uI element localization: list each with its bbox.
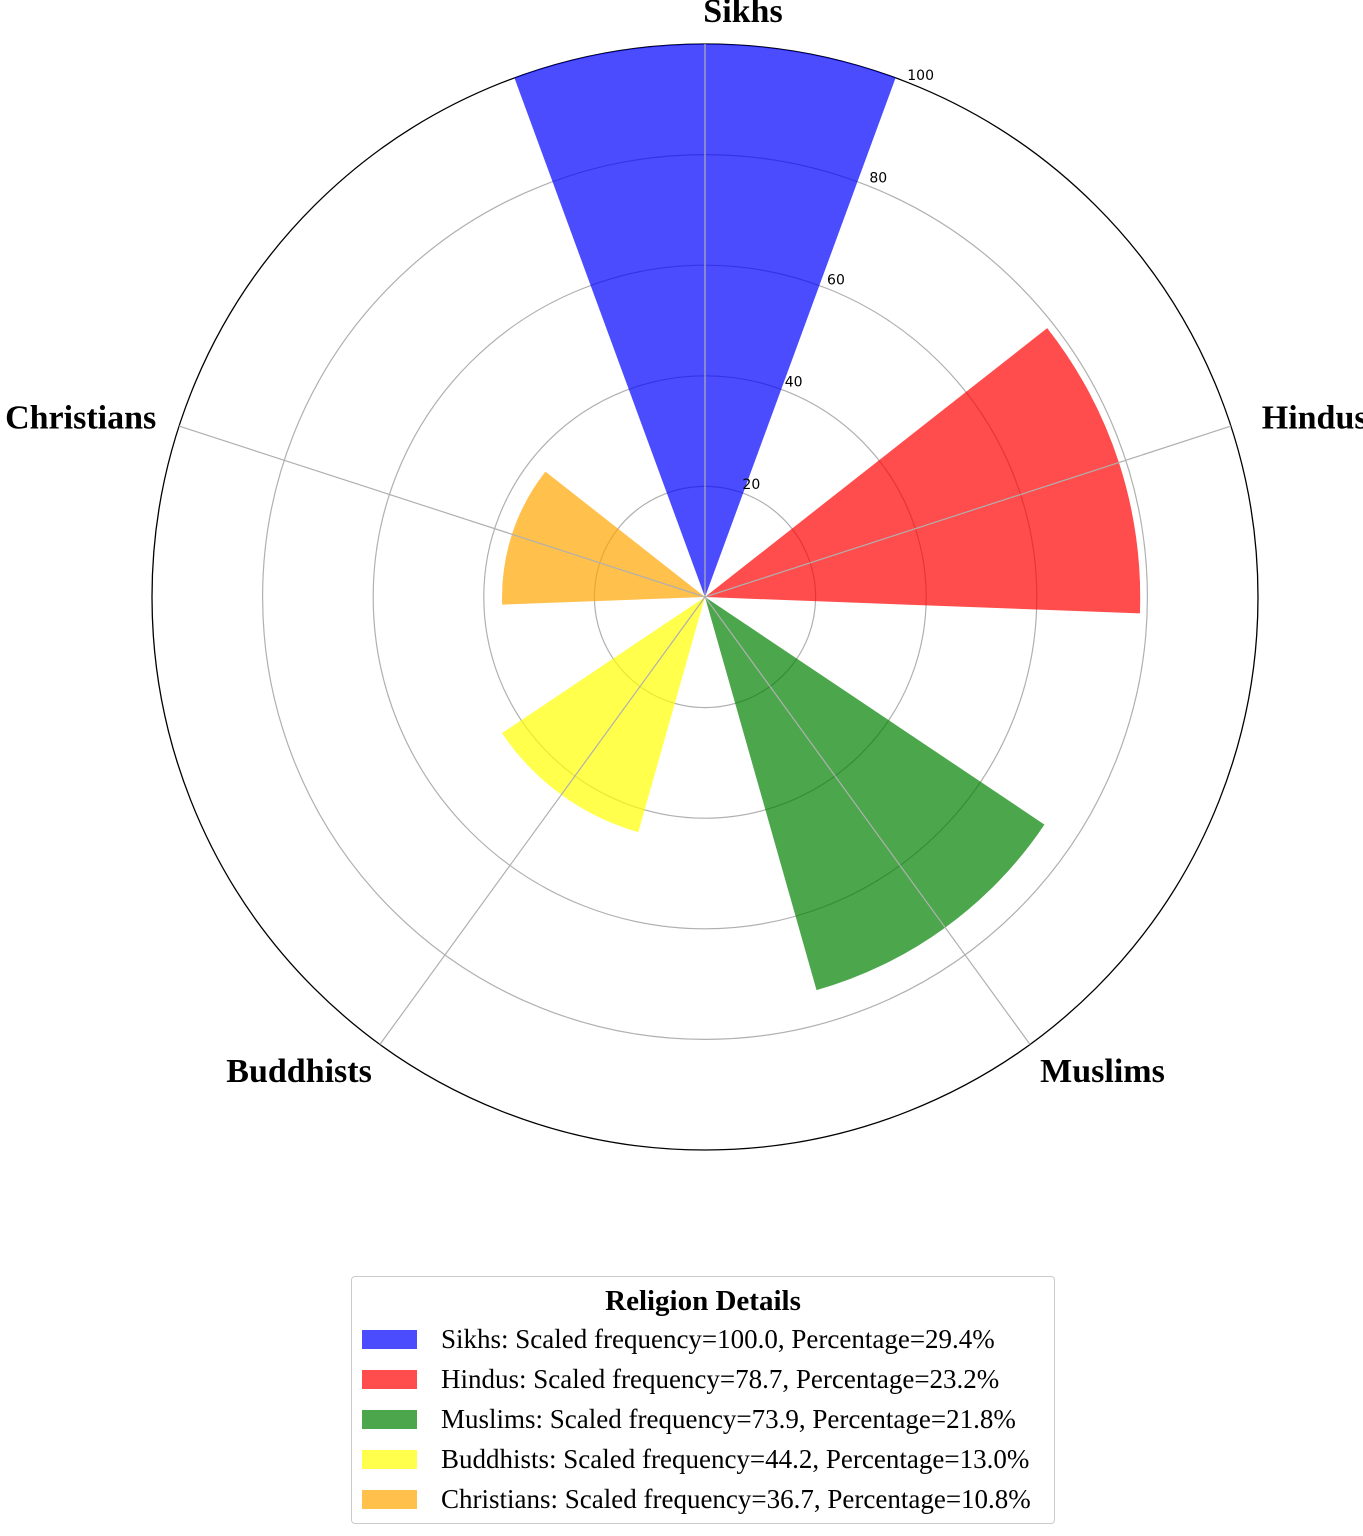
bars xyxy=(501,44,1141,991)
legend-text: Hindus: Scaled frequency=78.7, Percentag… xyxy=(441,1363,1000,1394)
bar-muslims xyxy=(705,597,1045,991)
spoke-muslims xyxy=(704,596,1031,1045)
r-tick-label: 80 xyxy=(869,170,887,186)
legend-title: Religion Details xyxy=(605,1285,801,1317)
bar-christians xyxy=(502,471,705,605)
bar-hindus xyxy=(705,328,1141,614)
legend-item: Christians: Scaled frequency=36.7, Perce… xyxy=(352,1479,1054,1519)
category-label-christians: Christians xyxy=(5,400,156,437)
spoke-christians xyxy=(178,425,706,598)
r-tick-label: 100 xyxy=(907,68,934,84)
r-tick-label: 60 xyxy=(827,272,845,288)
legend-swatch xyxy=(362,1449,417,1469)
legend-swatch xyxy=(362,1409,417,1429)
legend-item: Sikhs: Scaled frequency=100.0, Percentag… xyxy=(352,1319,1054,1359)
legend-swatch xyxy=(362,1329,417,1349)
legend-text: Buddhists: Scaled frequency=44.2, Percen… xyxy=(441,1443,1030,1474)
radial-tick-labels: 20 40 60 80 100 xyxy=(742,68,934,493)
legend-item: Hindus: Scaled frequency=78.7, Percentag… xyxy=(352,1359,1054,1399)
spoke-buddhists xyxy=(379,596,706,1045)
spoke-hindus xyxy=(704,425,1232,598)
legend-item: Muslims: Scaled frequency=73.9, Percenta… xyxy=(352,1399,1054,1439)
legend-text: Sikhs: Scaled frequency=100.0, Percentag… xyxy=(441,1323,995,1354)
legend-entries: Sikhs: Scaled frequency=100.0, Percentag… xyxy=(352,1319,1054,1519)
category-labels: Sikhs Hindus Muslims Buddhists Christians xyxy=(5,0,1363,1090)
legend-text: Christians: Scaled frequency=36.7, Perce… xyxy=(441,1483,1031,1514)
bar-buddhists xyxy=(501,597,705,833)
r-tick-label: 40 xyxy=(785,375,803,391)
legend-swatch xyxy=(362,1489,417,1509)
category-label-buddhists: Buddhists xyxy=(226,1053,372,1090)
legend-text: Muslims: Scaled frequency=73.9, Percenta… xyxy=(441,1403,1016,1434)
category-label-muslims: Muslims xyxy=(1040,1053,1165,1090)
category-label-hindus: Hindus xyxy=(1262,400,1363,437)
r-tick-label: 20 xyxy=(742,477,760,493)
category-label-sikhs: Sikhs xyxy=(703,0,782,30)
legend: Religion Details Sikhs: Scaled frequency… xyxy=(351,1276,1055,1524)
angular-gridlines xyxy=(178,44,1232,1045)
legend-item: Buddhists: Scaled frequency=44.2, Percen… xyxy=(352,1439,1054,1479)
legend-swatch xyxy=(362,1369,417,1389)
